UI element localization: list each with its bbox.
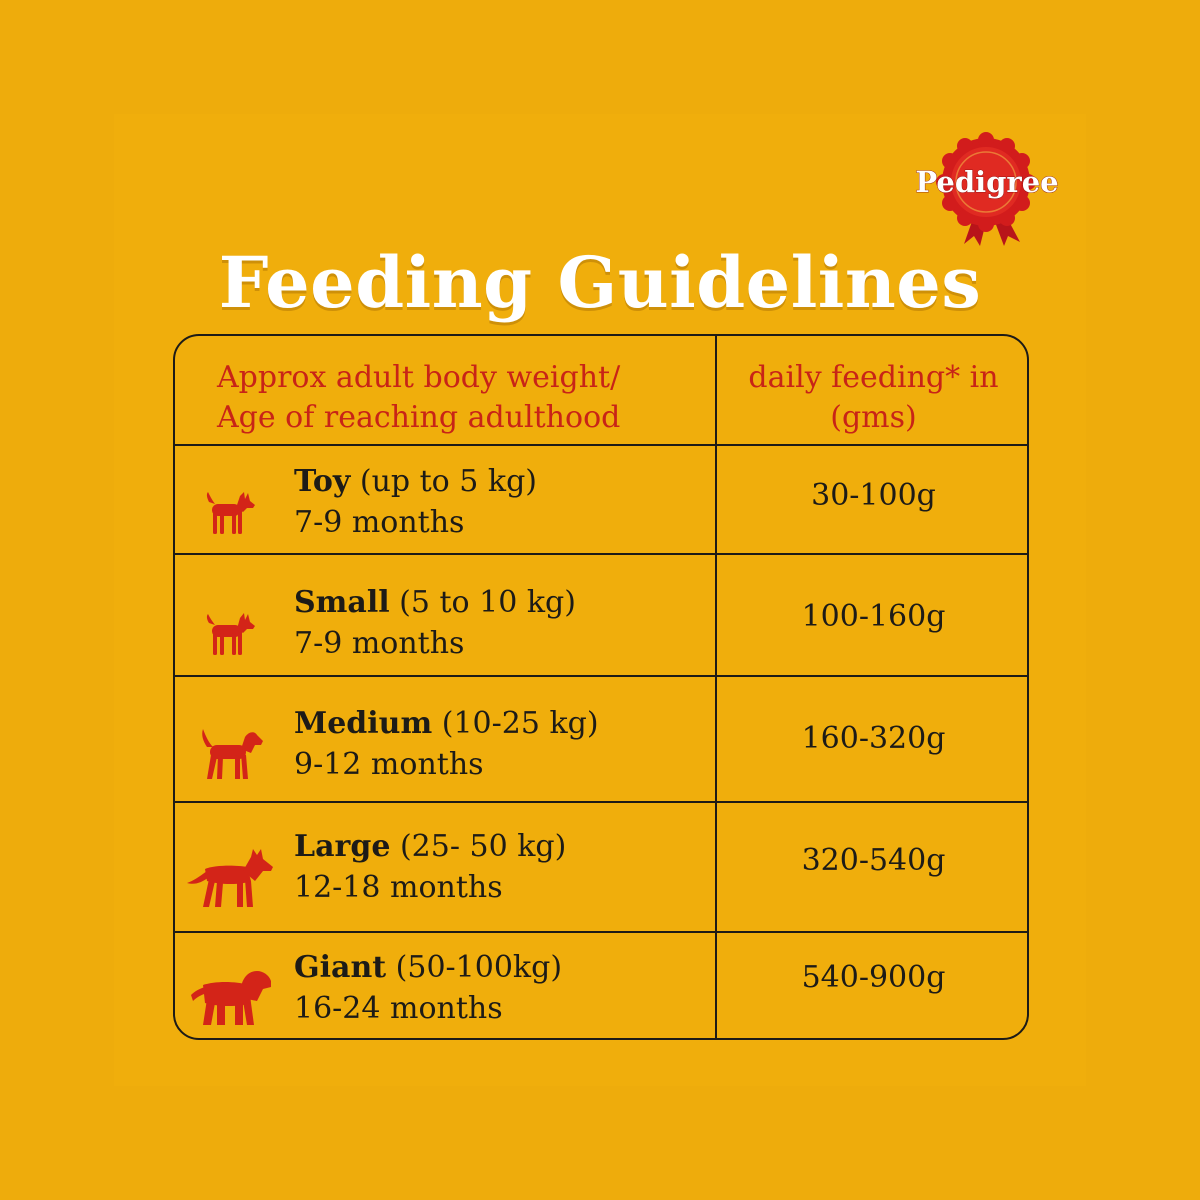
row-divider <box>175 675 1027 677</box>
size-name: Small <box>294 585 390 620</box>
size-weight: (up to 5 kg) <box>350 464 537 499</box>
daily-amount: 160-320g <box>801 721 946 756</box>
row-size-text: Giant (50-100kg) 16-24 months <box>294 947 562 1029</box>
adult-age: 16-24 months <box>294 991 503 1026</box>
row-size-text: Large (25- 50 kg) 12-18 months <box>294 826 566 908</box>
content-panel <box>114 114 1086 1086</box>
header-feeding-line: daily feeding* in <box>748 360 999 395</box>
header-weight-age: Approx adult body weight/ Age of reachin… <box>217 358 697 438</box>
large-dog-icon <box>185 847 275 911</box>
size-name: Toy <box>294 464 351 499</box>
medium-dog-icon <box>197 727 265 783</box>
table-row-small: Small (5 to 10 kg) 7-9 months 100-160g <box>175 555 1027 675</box>
size-weight: (5 to 10 kg) <box>389 585 576 620</box>
daily-amount: 30-100g <box>811 478 936 513</box>
feeding-table: Approx adult body weight/ Age of reachin… <box>173 334 1029 1040</box>
brand-wordmark: Pedigree <box>915 165 1058 199</box>
giant-dog-icon <box>187 965 273 1029</box>
size-weight: (10-25 kg) <box>432 706 599 741</box>
header-age-line: Age of reaching adulthood <box>217 400 621 435</box>
daily-amount: 320-540g <box>801 843 946 878</box>
adult-age: 12-18 months <box>294 870 503 905</box>
column-divider <box>715 336 717 1038</box>
adult-age: 7-9 months <box>294 626 465 661</box>
toy-dog-icon <box>203 490 257 536</box>
row-divider <box>175 931 1027 933</box>
header-weight-line: Approx adult body weight/ <box>217 360 621 395</box>
size-name: Medium <box>294 706 433 741</box>
table-row-large: Large (25- 50 kg) 12-18 months 320-540g <box>175 803 1027 931</box>
page-title: Feeding Guidelines <box>218 241 982 324</box>
adult-age: 9-12 months <box>294 747 484 782</box>
daily-amount: 540-900g <box>801 960 946 995</box>
row-divider <box>175 444 1027 446</box>
header-unit-line: (gms) <box>830 400 917 435</box>
size-name: Giant <box>294 950 387 985</box>
table-row-giant: Giant (50-100kg) 16-24 months 540-900g <box>175 933 1027 1038</box>
table-header-row: Approx adult body weight/ Age of reachin… <box>175 336 1027 445</box>
adult-age: 7-9 months <box>294 505 465 540</box>
pedigree-logo: Pedigree <box>906 132 1068 250</box>
row-size-text: Medium (10-25 kg) 9-12 months <box>294 703 599 785</box>
size-weight: (50-100kg) <box>386 950 563 985</box>
size-weight: (25- 50 kg) <box>390 829 567 864</box>
table-row-medium: Medium (10-25 kg) 9-12 months 160-320g <box>175 677 1027 801</box>
row-size-text: Small (5 to 10 kg) 7-9 months <box>294 582 576 664</box>
table-row-toy: Toy (up to 5 kg) 7-9 months 30-100g <box>175 446 1027 554</box>
header-daily-feeding: daily feeding* in (gms) <box>718 358 1027 438</box>
small-dog-icon <box>203 611 257 657</box>
row-divider <box>175 801 1027 803</box>
row-divider <box>175 553 1027 555</box>
row-size-text: Toy (up to 5 kg) 7-9 months <box>294 461 537 543</box>
daily-amount: 100-160g <box>801 599 946 634</box>
size-name: Large <box>294 829 391 864</box>
